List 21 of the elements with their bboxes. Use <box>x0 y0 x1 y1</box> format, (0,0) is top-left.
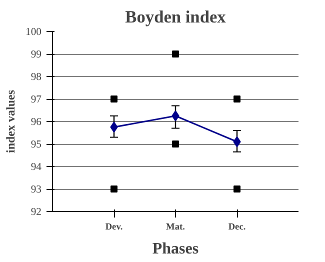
y-tick-label: 98 <box>30 72 42 83</box>
y-tick-label: 99 <box>30 50 42 60</box>
point <box>172 50 179 58</box>
x-tick-label: Dec. <box>228 222 246 232</box>
y-tick-label: 92 <box>30 207 42 218</box>
point <box>234 186 240 192</box>
y-tick-label: 100 <box>26 27 42 38</box>
x-tick-label: Mat. <box>166 222 185 232</box>
y-tick-label: 95 <box>30 140 42 150</box>
y-tick-label: 96 <box>30 117 42 128</box>
point <box>172 140 179 148</box>
y-axis-title: index values <box>4 90 18 154</box>
point <box>110 96 118 102</box>
point <box>110 186 118 192</box>
y-tick-label: 97 <box>30 94 42 106</box>
y-tick-label: 94 <box>30 162 42 173</box>
y-tick-label: 93 <box>30 184 42 196</box>
point <box>234 96 240 102</box>
chart-title: Boyden index <box>125 8 226 26</box>
x-axis-title: Phases <box>152 240 199 258</box>
x-tick-label: Dev. <box>105 222 123 232</box>
